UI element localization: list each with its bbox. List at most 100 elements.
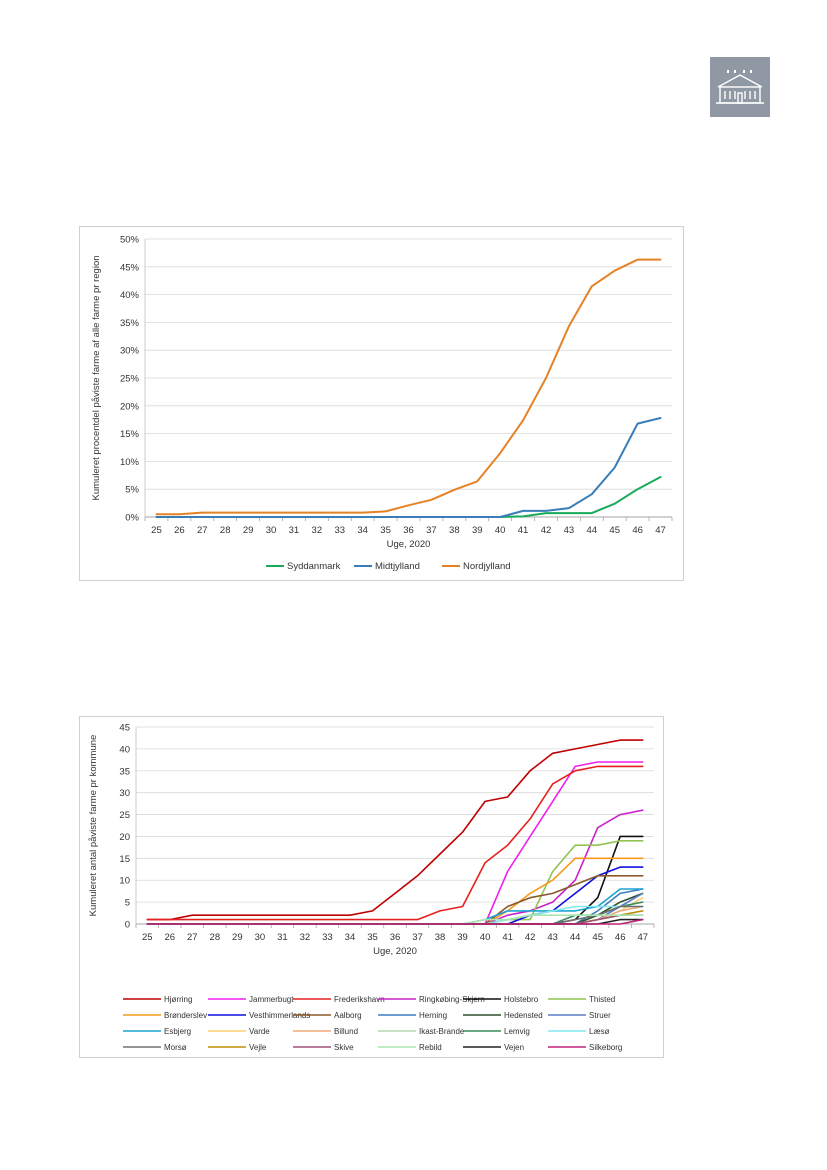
y-axis-title: Kumuleret procentdel påviste farme af al… bbox=[91, 255, 102, 500]
x-tick-label: 36 bbox=[403, 525, 414, 536]
y-tick-label: 45% bbox=[120, 262, 140, 273]
series-line-frederikshavn bbox=[146, 765, 644, 921]
y-tick-label: 0 bbox=[125, 920, 130, 931]
region-chart-frame: 0% 5% 10% 15% 20% 25% 30% 35% 40% 45% 50% 25 26 27 28 2… bbox=[79, 226, 684, 581]
y-axis-title: Kumuleret antal påviste farme pr kommune bbox=[88, 735, 99, 917]
y-tick-label: 25% bbox=[120, 374, 140, 385]
series-line-hjørring bbox=[146, 739, 644, 921]
x-tick-label: 37 bbox=[426, 525, 437, 536]
legend-label: Esbjerg bbox=[164, 1027, 191, 1036]
y-tick-label: 10% bbox=[120, 457, 140, 468]
x-tick-label: 33 bbox=[334, 525, 345, 536]
y-tick-label: 30 bbox=[119, 788, 130, 799]
x-tick-label: 27 bbox=[197, 525, 208, 536]
y-tick-label: 5 bbox=[125, 898, 130, 909]
x-tick-label: 43 bbox=[547, 932, 558, 943]
legend-label: Lemvig bbox=[504, 1027, 530, 1036]
x-tick-label: 39 bbox=[457, 932, 468, 943]
y-tick-label: 20 bbox=[119, 832, 130, 843]
y-tick-label: 40% bbox=[120, 290, 140, 301]
x-tick-label: 32 bbox=[312, 525, 323, 536]
x-tick-label: 46 bbox=[632, 525, 643, 536]
series-line-brønderslev bbox=[146, 857, 644, 925]
x-tick-label: 30 bbox=[255, 932, 266, 943]
x-tick-label: 41 bbox=[518, 525, 529, 536]
x-tick-label: 31 bbox=[277, 932, 288, 943]
x-tick-label: 38 bbox=[449, 525, 460, 536]
x-tick-label: 32 bbox=[300, 932, 311, 943]
x-tick-label: 35 bbox=[380, 525, 391, 536]
legend-label: Billund bbox=[334, 1027, 358, 1036]
legend-label: Brønderslev bbox=[164, 1011, 207, 1020]
x-tick-label: 36 bbox=[390, 932, 401, 943]
x-tick-label: 45 bbox=[592, 932, 603, 943]
x-tick-label: 34 bbox=[345, 932, 356, 943]
legend-label: Ikast-Brande bbox=[419, 1027, 465, 1036]
y-tick-label: 15% bbox=[120, 429, 140, 440]
y-tick-label: 10 bbox=[119, 876, 130, 887]
x-axis-title: Uge, 2020 bbox=[387, 539, 431, 550]
logo-building-icon bbox=[710, 57, 770, 117]
y-tick-label: 30% bbox=[120, 346, 140, 357]
x-tick-label: 27 bbox=[187, 932, 198, 943]
legend-label: Vejen bbox=[504, 1043, 524, 1052]
series-line-ringkøbing-skjern bbox=[146, 809, 644, 925]
x-tick-label: 25 bbox=[142, 932, 153, 943]
legend-label: Holstebro bbox=[504, 995, 539, 1004]
x-tick-label: 42 bbox=[541, 525, 552, 536]
x-tick-label: 28 bbox=[210, 932, 221, 943]
series-line-midtjylland bbox=[155, 417, 662, 518]
legend-label: Frederikshavn bbox=[334, 995, 385, 1004]
legend-label: Thisted bbox=[589, 995, 615, 1004]
municipality-chart-frame: 0 5 10 15 20 25 30 35 40 45 25 26 27 28 29 30 31 32 33 34 35… bbox=[79, 716, 664, 1058]
x-tick-label: 46 bbox=[615, 932, 626, 943]
legend-label: Silkeborg bbox=[589, 1043, 622, 1052]
x-tick-label: 44 bbox=[587, 525, 598, 536]
x-tick-label: 37 bbox=[412, 932, 423, 943]
legend-label: Midtjylland bbox=[375, 561, 420, 572]
x-tick-label: 35 bbox=[367, 932, 378, 943]
series-line-aalborg bbox=[146, 875, 644, 925]
legend-label: Hjørring bbox=[164, 995, 192, 1004]
y-tick-label: 45 bbox=[119, 723, 130, 734]
series-line-nordjylland bbox=[155, 258, 662, 516]
x-tick-label: 41 bbox=[502, 932, 513, 943]
x-tick-label: 26 bbox=[164, 932, 175, 943]
x-tick-label: 39 bbox=[472, 525, 483, 536]
series-line-syddanmark bbox=[155, 476, 662, 518]
legend-label: Herning bbox=[419, 1011, 447, 1020]
legend-label: Morsø bbox=[164, 1043, 187, 1052]
y-tick-label: 50% bbox=[120, 235, 140, 246]
y-tick-label: 15 bbox=[119, 854, 130, 865]
legend-label: Aalborg bbox=[334, 1011, 362, 1020]
legend-label: Rebild bbox=[419, 1043, 442, 1052]
x-tick-label: 31 bbox=[289, 525, 300, 536]
legend-label: Jammerbugt bbox=[249, 995, 294, 1004]
legend-label: Syddanmark bbox=[287, 561, 341, 572]
x-tick-label: 44 bbox=[570, 932, 581, 943]
x-tick-label: 28 bbox=[220, 525, 231, 536]
x-tick-label: 47 bbox=[655, 525, 666, 536]
x-tick-label: 25 bbox=[151, 525, 162, 536]
legend-label: Læsø bbox=[589, 1027, 610, 1036]
x-tick-label: 40 bbox=[495, 525, 506, 536]
x-tick-label: 40 bbox=[480, 932, 491, 943]
x-tick-label: 42 bbox=[525, 932, 536, 943]
x-tick-label: 29 bbox=[232, 932, 243, 943]
x-tick-label: 43 bbox=[564, 525, 575, 536]
series-line-silkeborg bbox=[146, 918, 644, 925]
legend-label: Varde bbox=[249, 1027, 270, 1036]
municipality-line-chart: 0 5 10 15 20 25 30 35 40 45 25 26 27 28 29 30 31 32 33 34 35… bbox=[88, 723, 655, 1052]
legend-label: Vejle bbox=[249, 1043, 267, 1052]
building-icon bbox=[716, 70, 764, 104]
y-tick-label: 5% bbox=[125, 485, 139, 496]
x-tick-label: 34 bbox=[357, 525, 368, 536]
legend-label: Ringkøbing-Skjern bbox=[419, 995, 485, 1004]
y-tick-label: 25 bbox=[119, 810, 130, 821]
legend-label: Struer bbox=[589, 1011, 611, 1020]
x-tick-label: 38 bbox=[435, 932, 446, 943]
y-tick-label: 20% bbox=[120, 401, 140, 412]
x-tick-label: 33 bbox=[322, 932, 333, 943]
x-tick-label: 30 bbox=[266, 525, 277, 536]
legend-label: Hedensted bbox=[504, 1011, 543, 1020]
